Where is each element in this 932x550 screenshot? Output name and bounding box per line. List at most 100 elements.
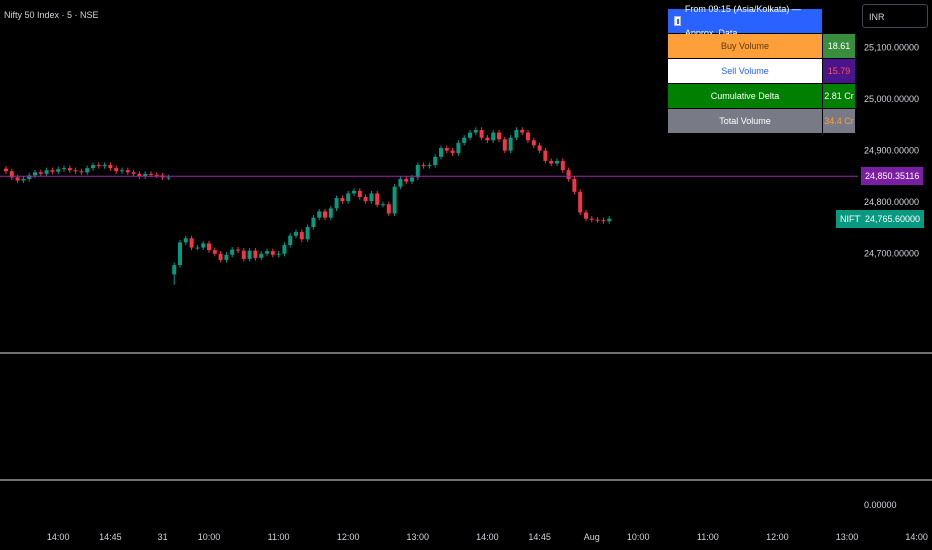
candle-body (212, 250, 217, 254)
candle-body (21, 178, 26, 181)
candle-body (317, 211, 322, 218)
candle-body (120, 170, 124, 172)
candle-body (270, 251, 275, 255)
candle-body (381, 204, 385, 206)
candle-body (265, 251, 269, 254)
candle-body (526, 132, 530, 141)
candle-body (566, 170, 571, 179)
candle-body (15, 177, 20, 181)
candle-body (9, 171, 14, 178)
last-price-tag: 24,765.60000 (861, 209, 925, 228)
candle-body (491, 132, 496, 141)
candle-body (595, 219, 600, 221)
time-tick-label: 14:00 (476, 532, 499, 542)
candle-body (328, 208, 333, 218)
candle-body (537, 145, 542, 151)
candle-body (91, 165, 95, 169)
candle-body (172, 265, 177, 275)
candle-body (543, 150, 548, 161)
candle-body (433, 156, 438, 166)
price-tick-label: 25,100.00000 (864, 42, 919, 52)
candle-body (149, 173, 153, 175)
candle-body (62, 168, 66, 170)
candle-body (410, 177, 414, 182)
candle-body (549, 160, 554, 164)
time-tick-label: 14:45 (99, 532, 122, 542)
candle-body (131, 172, 136, 174)
time-tick-label: 12:00 (337, 532, 360, 542)
vwap-price-tag: 24,850.35116 (861, 167, 924, 186)
time-tick-label: 14:45 (528, 532, 551, 542)
candle-body (404, 178, 409, 182)
candle-body (114, 168, 119, 172)
candle-body (50, 170, 55, 172)
symbol-title[interactable]: Nifty 50 Index · 5 · NSE (4, 10, 99, 20)
candle-body (294, 232, 298, 236)
volume-row-value: 34.4 Cr (823, 109, 855, 133)
volume-row-label: Cumulative Delta (668, 84, 822, 108)
candle-body (259, 253, 264, 258)
candle-body (311, 217, 316, 227)
price-tick-label: 24,800.00000 (864, 197, 919, 207)
candle-body (352, 190, 356, 194)
currency-selector[interactable]: INR (862, 4, 928, 28)
candle-body (323, 211, 327, 218)
candle-body (241, 250, 246, 259)
time-tick-label: 13:00 (407, 532, 430, 542)
volume-row-value: 2.81 Cr (823, 84, 855, 108)
time-tick-label: Aug (584, 532, 600, 542)
volume-row-label: Total Volume (668, 109, 822, 133)
candle-body (386, 204, 391, 214)
candle-body (607, 218, 612, 222)
candle-body (33, 172, 37, 176)
candle-body (462, 137, 467, 143)
volume-table: From 09:15 (Asia/Kolkata) — Approx. Data… (668, 4, 855, 133)
candle-body (201, 243, 206, 248)
candle-body (79, 171, 84, 173)
candle-body (102, 165, 107, 167)
candle-body (346, 193, 351, 202)
candle-body (572, 178, 577, 192)
candle-body (137, 173, 142, 177)
candle-body (44, 170, 49, 174)
candle-body (143, 173, 148, 177)
volume-row-value: 18.61 Cr (823, 34, 855, 75)
volume-table-header: From 09:15 (Asia/Kolkata) — Approx. Data (668, 4, 822, 38)
candles-layer (4, 127, 612, 285)
candle-body (456, 142, 461, 154)
candle-body (224, 254, 229, 260)
candle-body (363, 197, 368, 202)
candle-body (38, 172, 43, 174)
time-tick-label: 31 (158, 532, 168, 542)
candle-body (427, 165, 432, 167)
candle-body (375, 193, 380, 205)
candle-body (479, 129, 484, 138)
candle-body (230, 249, 235, 255)
candle-body (468, 132, 472, 138)
candle-body (195, 247, 200, 249)
candle-body (276, 253, 281, 255)
bar-chart-icon (674, 16, 681, 26)
candle-body (421, 165, 426, 167)
candle-body (497, 132, 501, 140)
time-tick-label: 14:00 (47, 532, 70, 542)
candle-body (125, 170, 130, 173)
candle-body (299, 232, 304, 240)
candle-body (415, 165, 420, 178)
candle-body (601, 220, 606, 222)
volume-table-title: From 09:15 (Asia/Kolkata) — Approx. Data (684, 4, 801, 38)
price-axis: 25,100.00000 25,000.00000 24,900.00000 24,8… (864, 42, 919, 258)
candle-body (218, 253, 223, 260)
candle-body (555, 160, 559, 164)
time-tick-label: 10:00 (627, 532, 650, 542)
candle-body (502, 139, 507, 151)
time-tick-label: 12:00 (766, 532, 789, 542)
candle-body (589, 218, 594, 220)
candle-body (520, 129, 525, 133)
candle-body (253, 250, 258, 258)
candle-body (207, 243, 211, 251)
candle-body (73, 170, 78, 172)
candle-body (85, 168, 90, 173)
